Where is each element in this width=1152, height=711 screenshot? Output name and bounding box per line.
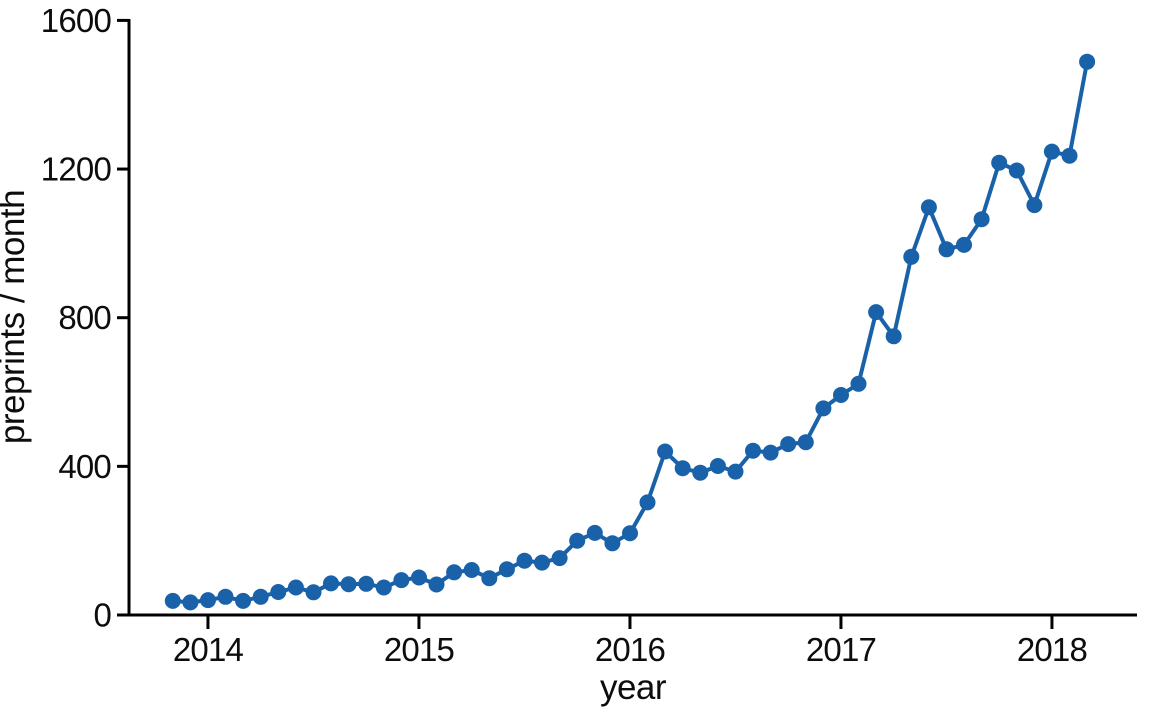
data-point-2017-06	[920, 199, 937, 216]
x-tick-label: 2014	[173, 631, 244, 668]
data-point-2017-11	[1008, 162, 1025, 179]
data-point-2017-05	[903, 248, 920, 265]
data-point-2016-11	[797, 434, 814, 451]
data-point-2016-12	[815, 400, 832, 417]
data-point-2014-08	[323, 575, 339, 592]
data-point-2013-12	[182, 594, 199, 611]
data-point-2016-09	[762, 444, 779, 461]
data-point-2015-10	[569, 532, 586, 549]
data-point-2015-04	[463, 562, 480, 578]
data-point-2014-06	[287, 579, 304, 596]
y-tick-label: 800	[58, 299, 111, 336]
data-point-2016-04	[674, 460, 691, 477]
data-point-2017-08	[956, 236, 972, 253]
data-point-2014-11	[375, 579, 392, 596]
data-point-2014-04	[252, 588, 269, 605]
data-point-2016-08	[745, 442, 761, 459]
data-point-2015-12	[604, 535, 621, 552]
data-point-2014-01	[200, 592, 216, 609]
series-line	[170, 59, 1090, 605]
y-tick-label: 1600	[41, 2, 112, 39]
data-point-2014-09	[340, 576, 357, 593]
data-point-2015-09	[551, 550, 568, 567]
data-point-2015-05	[481, 570, 498, 587]
x-tick-label: 2015	[384, 631, 454, 668]
data-point-2016-10	[780, 436, 797, 453]
data-point-2015-03	[446, 564, 463, 581]
data-point-2016-06	[709, 458, 726, 474]
data-point-2017-07	[938, 241, 955, 258]
x-tick-label: 2017	[806, 631, 876, 668]
data-point-2017-12	[1026, 197, 1043, 214]
data-point-2014-05	[270, 584, 287, 600]
data-point-2015-08	[534, 554, 550, 571]
data-point-2013-11	[164, 592, 181, 609]
data-point-2015-06	[498, 561, 515, 578]
data-point-2018-02	[1061, 147, 1078, 164]
x-tick-label: 2016	[595, 631, 665, 668]
y-tick-label: 0	[93, 597, 111, 634]
data-point-2014-12	[393, 572, 410, 589]
data-point-2016-03	[657, 443, 674, 460]
data-point-2017-09	[973, 211, 990, 228]
y-tick-label: 1200	[41, 151, 112, 188]
data-point-2017-10	[991, 154, 1008, 171]
data-point-2016-07	[727, 463, 744, 480]
x-axis-ticks: 2014 2015 2016 2017 2018	[173, 616, 1088, 668]
data-point-2016-02	[639, 494, 656, 511]
data-point-2015-11	[586, 524, 603, 541]
data-point-2014-03	[235, 592, 252, 609]
x-axis-title: year	[600, 668, 667, 707]
data-point-2017-01	[833, 387, 849, 403]
data-point-2016-01	[622, 525, 638, 542]
data-point-2017-04	[885, 328, 902, 345]
data-point-2015-07	[516, 552, 533, 569]
data-point-2014-10	[358, 575, 375, 592]
y-tick-label: 400	[58, 448, 111, 485]
data-point-2016-05	[692, 464, 709, 481]
data-point-2015-02	[428, 576, 445, 593]
x-tick-label: 2018	[1017, 631, 1087, 668]
data-point-2018-03	[1079, 53, 1096, 70]
data-series	[164, 53, 1096, 611]
data-point-2018-01	[1043, 143, 1060, 160]
data-point-2017-02	[850, 375, 867, 392]
y-axis-title: preprints / month	[0, 190, 32, 444]
data-point-2014-07	[305, 584, 322, 601]
y-axis-ticks: 0 400 800 1200 1600	[41, 2, 129, 634]
data-point-2015-01	[411, 569, 427, 586]
data-point-2014-02	[217, 588, 234, 605]
data-point-2017-03	[868, 304, 885, 321]
